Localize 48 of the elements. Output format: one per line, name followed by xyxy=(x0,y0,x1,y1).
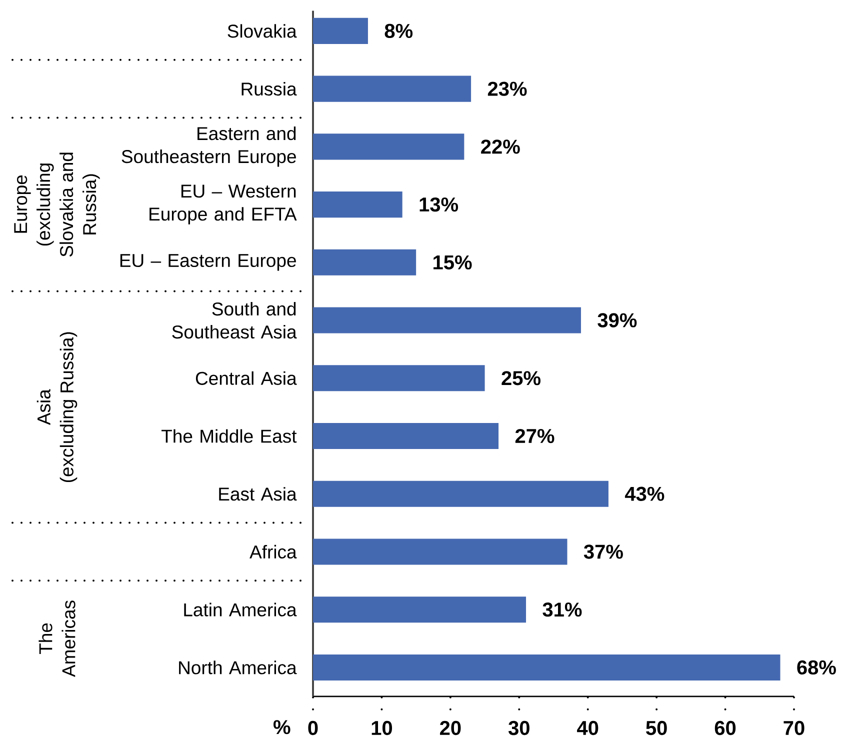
bar xyxy=(313,365,485,392)
y-tick-label: The Middle East xyxy=(162,429,297,443)
data-label: 15% xyxy=(434,255,472,270)
bar xyxy=(313,654,780,680)
text: The Americas xyxy=(38,600,76,678)
bar xyxy=(313,422,499,450)
bar xyxy=(313,192,402,218)
y-tick-label: Central Asia xyxy=(196,371,297,385)
x-tick-label: 0 xyxy=(308,720,318,736)
x-axis-title: % xyxy=(274,720,290,734)
text: Asia (excluding Russia) xyxy=(36,332,78,482)
data-label: 13% xyxy=(420,197,458,212)
data-label: 8% xyxy=(384,24,413,38)
y-tick-label: Latin America xyxy=(184,602,297,616)
x-tick-label: 10 xyxy=(372,720,392,736)
x-tick-label: 40 xyxy=(577,720,598,736)
y-tick-label: South and Southeast Asia xyxy=(172,302,297,339)
y-tick-label: EU – Eastern Europe xyxy=(120,254,296,271)
x-tick-label: 50 xyxy=(646,720,667,736)
data-label: 27% xyxy=(515,428,554,444)
data-label: 23% xyxy=(488,82,527,96)
bar xyxy=(313,538,568,565)
data-label: 31% xyxy=(542,602,582,617)
y-tick-label: North America xyxy=(179,660,297,674)
data-label: 43% xyxy=(624,486,664,501)
bar xyxy=(313,480,608,507)
data-label: 39% xyxy=(598,313,637,328)
data-label: 37% xyxy=(584,544,623,559)
y-tick-label: EU – Western Europe and EFTA xyxy=(150,184,297,224)
y-tick-label: Africa xyxy=(250,544,297,559)
bar xyxy=(313,18,368,44)
bar xyxy=(313,307,581,334)
x-tick-label: 30 xyxy=(508,720,530,736)
data-label: 22% xyxy=(481,140,520,154)
bar xyxy=(313,249,416,276)
x-tick-label: 70 xyxy=(784,720,804,736)
y-tick-label: Eastern and Southeastern Europe xyxy=(122,126,296,167)
y-tick-label: Russia xyxy=(242,82,297,96)
x-tick-label: 20 xyxy=(440,720,461,736)
y-tick-label: East Asia xyxy=(219,487,297,501)
bar xyxy=(313,134,464,160)
data-label: 25% xyxy=(502,371,540,386)
text: Europe (excluding Slovakia and Russia) xyxy=(14,152,100,257)
bar xyxy=(313,76,472,102)
bar xyxy=(313,596,526,623)
x-tick-label: 60 xyxy=(714,720,736,736)
y-tick-label: Slovakia xyxy=(228,24,297,38)
data-label: 68% xyxy=(797,660,836,675)
